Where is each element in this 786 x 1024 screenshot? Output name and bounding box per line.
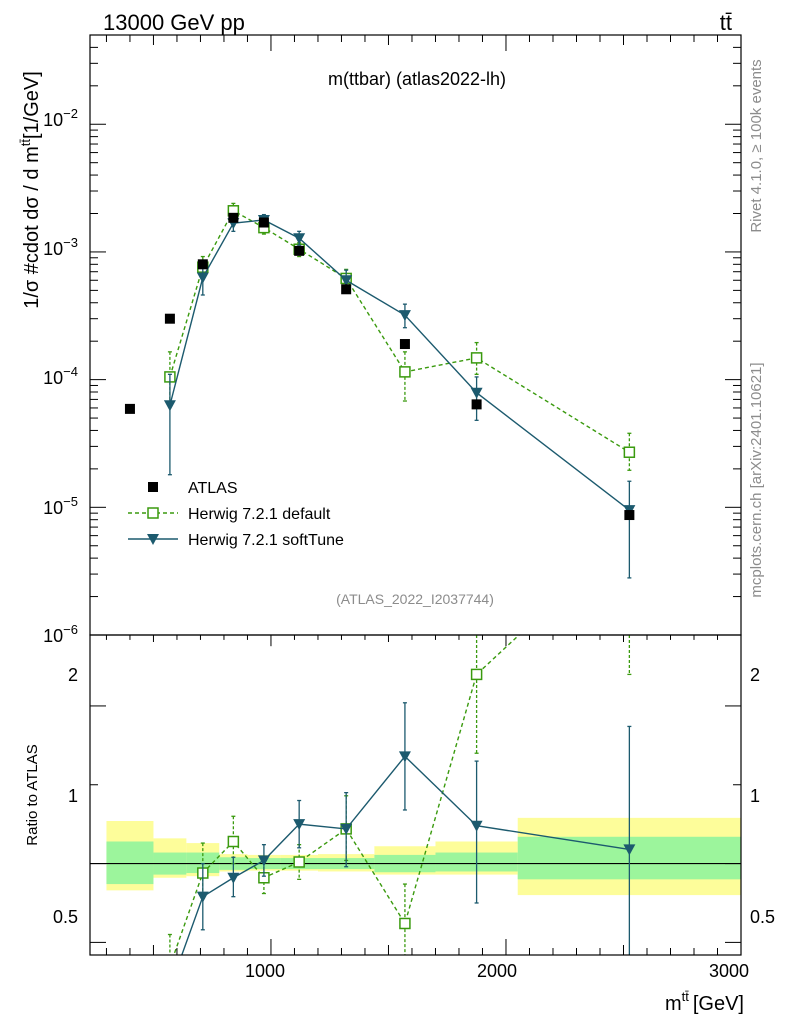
xtick-label-3000: 3000 [709, 961, 749, 981]
header-left: 13000 GeV pp [103, 10, 245, 35]
main-softtune-point [340, 275, 353, 287]
legend-default-label: Herwig 7.2.1 default [188, 506, 331, 523]
atlas-point [164, 313, 175, 324]
ratio-default-point [227, 835, 240, 848]
atlas-point [624, 510, 635, 521]
ratio-ytick-05-right: 0.5 [750, 907, 775, 927]
ratio-plot-area [90, 635, 741, 955]
ratio-ytick-labels: 2 1 0.5 2 1 0.5 [53, 665, 775, 927]
main-softtune-point [163, 400, 176, 412]
legend-atlas-label: ATLAS [188, 480, 238, 497]
main-default-point [623, 446, 636, 458]
main-title: m(ttbar) (atlas2022-lh) [328, 69, 506, 89]
main-default-point [399, 366, 411, 378]
main-softtune-point [470, 387, 483, 399]
ratio-softtune-point [470, 820, 483, 832]
main-series-group [124, 202, 636, 579]
atlas-point [228, 212, 239, 223]
rivet-label: Rivet 4.1.0, ≥ 100k events [748, 59, 765, 232]
atlas-point [197, 259, 208, 270]
main-softtune-point [398, 310, 411, 322]
ratio-panel: 2 1 0.5 2 1 0.5 Ratio to ATLAS 1000 2000… [24, 634, 775, 1015]
ratio-band-inner [106, 841, 154, 885]
mcplots-label: mcplots.cern.ch [arXiv:2401.10621] [748, 362, 765, 597]
ratio-ytick-1-right: 1 [750, 786, 760, 806]
ratio-softtune-point [398, 751, 411, 763]
ratio-ylabel: Ratio to ATLAS [24, 744, 41, 845]
ratio-ytick-1-left: 1 [68, 786, 78, 806]
ytick-label-1e-6: 10−6 [43, 622, 78, 646]
ratio-default-point [470, 668, 483, 681]
main-softtune-point [293, 233, 306, 245]
xlabel: mtt̄ [GeV] [665, 989, 744, 1015]
main-panel: m(ttbar) (atlas2022-lh) (ATLAS_2022_I203… [18, 34, 742, 646]
main-plot-area [124, 202, 636, 579]
ratio-softtune-point [293, 819, 306, 831]
atlas-point [294, 245, 305, 256]
ratio-default-point [399, 917, 411, 930]
main-default-line [169, 209, 630, 453]
ratio-frame [89, 634, 742, 956]
main-softtune-point [196, 272, 209, 284]
atlas-point [399, 339, 410, 350]
watermark: (ATLAS_2022_I2037744) [336, 591, 494, 607]
header-right: tt̄ [720, 10, 732, 35]
ratio-series-group [90, 635, 741, 955]
main-default-point [470, 352, 483, 364]
legend-atlas-marker [148, 482, 158, 492]
xtick-labels: 1000 2000 3000 [245, 961, 749, 981]
legend-softtune-marker [147, 534, 159, 545]
ratio-ytick-05-left: 0.5 [53, 907, 78, 927]
ytick-label-1e-5: 10−5 [43, 494, 78, 518]
atlas-point [124, 403, 135, 414]
ratio-default-point [293, 856, 305, 868]
legend-default-marker [147, 507, 159, 519]
xtick-label-2000: 2000 [477, 961, 517, 981]
atlas-point [471, 399, 482, 410]
ratio-softtune-point [227, 872, 240, 884]
ratio-band-inner [186, 852, 220, 874]
atlas-point [341, 284, 352, 295]
atlas-point [258, 217, 269, 228]
main-ylabel: 1/σ #cdot dσ / d mtt̄[1/GeV] [18, 71, 43, 309]
ratio-axis-ticks [90, 635, 742, 955]
main-softtune-line [169, 219, 630, 511]
ratio-softtune-point [196, 891, 209, 903]
ytick-label-1e-3: 10−3 [43, 235, 78, 259]
ytick-label-1e-2: 10−2 [43, 106, 78, 130]
ratio-ytick-2-left: 2 [68, 665, 78, 685]
xtick-label-1000: 1000 [245, 961, 285, 981]
ratio-ytick-2-right: 2 [750, 665, 760, 685]
ytick-label-1e-4: 10−4 [43, 364, 78, 388]
legend: ATLAS Herwig 7.2.1 default Herwig 7.2.1 … [128, 480, 344, 549]
legend-softtune-label: Herwig 7.2.1 softTune [188, 532, 344, 549]
ratio-default-line [173, 635, 521, 955]
ratio-softtune-point [340, 823, 353, 835]
ratio-softtune-point [623, 844, 636, 856]
ratio-softtune-point [257, 855, 270, 867]
main-ytick-labels: 10−6 10−5 10−4 10−3 10−2 [43, 106, 78, 646]
